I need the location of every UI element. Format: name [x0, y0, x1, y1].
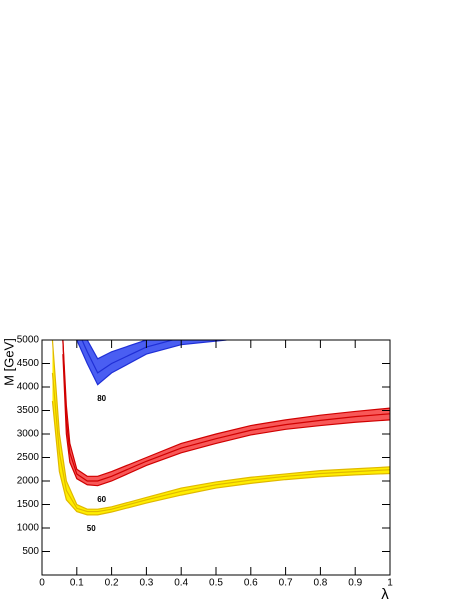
y-tick-label: 3500: [17, 405, 40, 416]
x-tick-label: 0: [39, 578, 45, 589]
y-tick-label: 1500: [17, 499, 40, 510]
band-center-line: [81, 340, 175, 374]
band-center-line: [51, 372, 390, 513]
band-label: 60: [97, 495, 106, 504]
y-tick-label: 5000: [17, 335, 40, 346]
y-tick-label: 4500: [17, 358, 40, 369]
band-upper-line: [51, 340, 390, 510]
x-tick-label: 0.4: [174, 578, 188, 589]
band-upper-line: [62, 340, 390, 477]
band-area: [76, 340, 227, 385]
x-tick-label: 0.2: [105, 578, 119, 589]
x-tick-label: 0.8: [313, 578, 327, 589]
y-tick-label: 2000: [17, 476, 40, 487]
band-upper-line: [86, 340, 149, 360]
band-label: 50: [87, 524, 96, 533]
band-lower-line: [51, 401, 390, 516]
x-axis-label: λ: [381, 586, 389, 603]
x-tick-label: 0.5: [209, 578, 223, 589]
band-lower-line: [62, 354, 390, 487]
x-tick-label: 1: [387, 578, 393, 589]
y-tick-label: 3000: [17, 429, 40, 440]
x-tick-label: 0.3: [139, 578, 153, 589]
x-tick-label: 0.9: [348, 578, 362, 589]
band-label: 80: [97, 394, 106, 403]
x-tick-label: 0.7: [279, 578, 293, 589]
band-center-line: [62, 340, 390, 482]
y-tick-label: 4000: [17, 382, 40, 393]
y-tick-label: 2500: [17, 452, 40, 463]
y-tick-label: 1000: [17, 523, 40, 534]
x-tick-label: 0.1: [70, 578, 84, 589]
x-tick-label: 0.6: [244, 578, 258, 589]
y-axis-label: M [GeV]: [1, 338, 16, 386]
y-tick-label: 500: [22, 546, 39, 557]
plot-area: [51, 340, 390, 516]
